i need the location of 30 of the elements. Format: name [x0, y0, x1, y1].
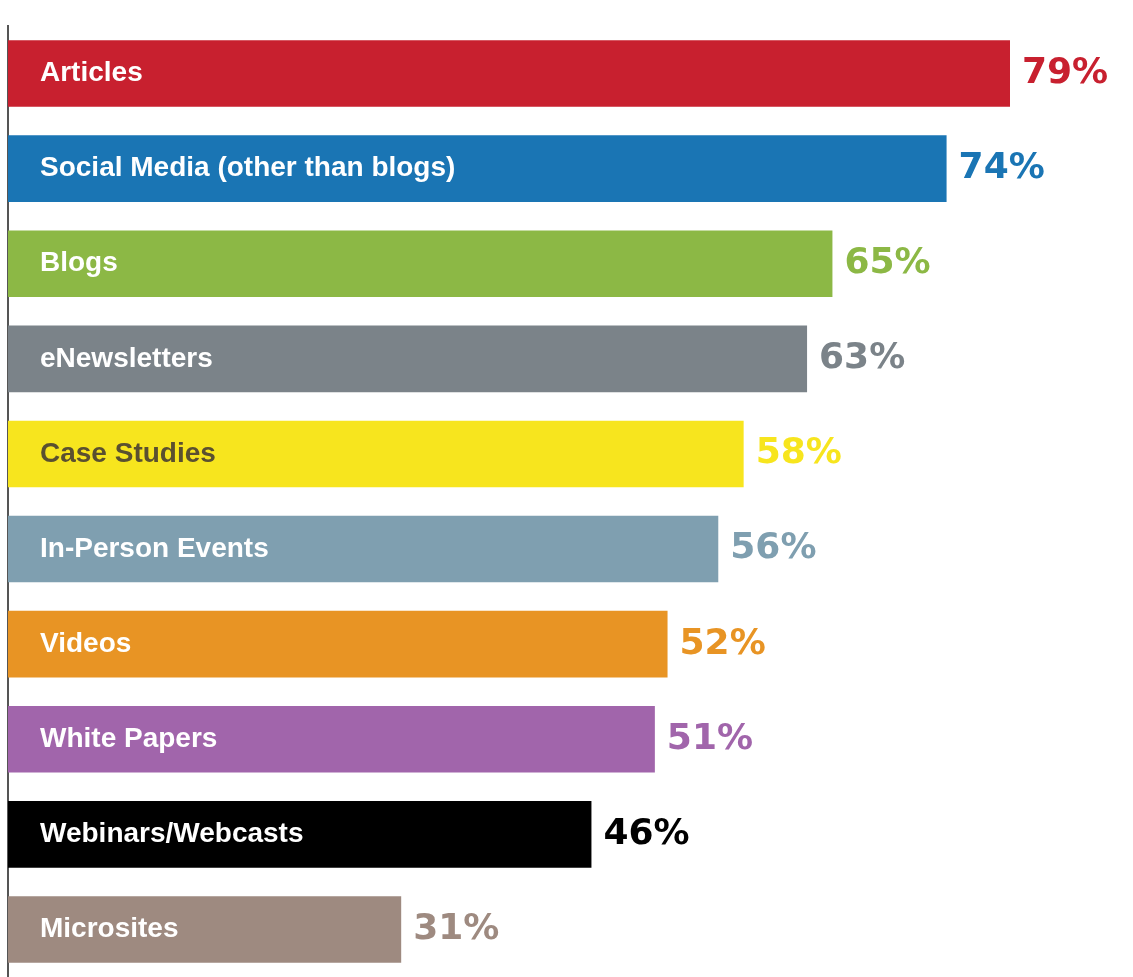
y-tick-label: Social Media (other than blogs): [40, 151, 456, 183]
bar: [8, 896, 402, 963]
y-tick-label: Case Studies: [40, 436, 216, 468]
data-label: 31%: [413, 905, 500, 947]
bar: [8, 801, 592, 868]
y-tick-label: Videos: [40, 626, 132, 658]
data-label: 65%: [844, 240, 931, 282]
bar: [8, 135, 947, 202]
data-label: 79%: [1022, 49, 1109, 91]
bar: [8, 420, 744, 488]
data-label: 46%: [603, 810, 690, 852]
data-label: 52%: [679, 620, 766, 662]
y-tick-label: Articles: [40, 56, 143, 88]
data-label: 74%: [958, 145, 1045, 187]
bar: [8, 515, 719, 583]
bar: [8, 230, 833, 298]
bar: [8, 610, 668, 678]
y-tick-label: White Papers: [40, 721, 218, 753]
bar: [8, 40, 1010, 107]
bar: [8, 325, 808, 393]
bar: [8, 705, 655, 773]
y-tick-label: Microsites: [40, 912, 179, 944]
data-label: 56%: [730, 525, 817, 567]
y-tick-label: Webinars/Webcasts: [40, 817, 304, 849]
y-tick-label: eNewsletters: [40, 341, 213, 373]
y-tick-label: Blogs: [40, 246, 118, 278]
data-label: 58%: [755, 430, 842, 472]
data-label: 51%: [666, 715, 754, 757]
y-tick-label: In-Person Events: [40, 531, 269, 563]
data-label: 63%: [819, 335, 906, 377]
